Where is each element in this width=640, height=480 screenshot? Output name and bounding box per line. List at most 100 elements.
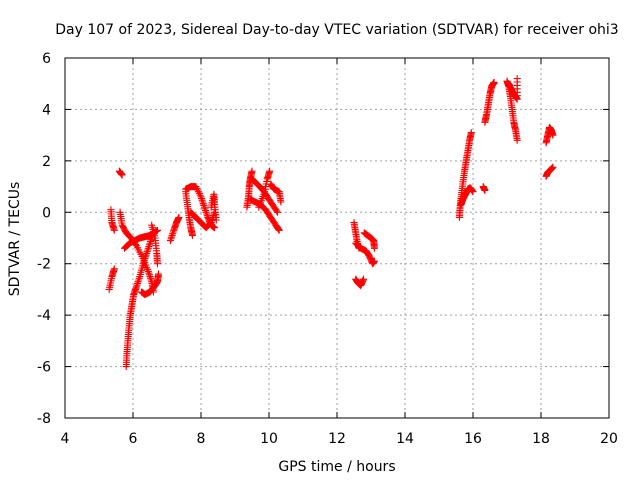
data-point — [110, 226, 118, 234]
data-point — [192, 183, 200, 191]
data-point — [144, 244, 152, 252]
data-point — [135, 276, 143, 284]
data-point — [467, 129, 475, 137]
data-point — [274, 208, 281, 216]
data-point — [481, 186, 489, 194]
y-tick-label: 0 — [42, 205, 51, 221]
data-point — [146, 273, 154, 281]
x-tick-label: 16 — [464, 431, 482, 447]
data-point — [135, 274, 143, 282]
data-point — [199, 200, 207, 208]
data-point — [144, 267, 152, 275]
data-point — [144, 246, 152, 254]
data-point — [143, 248, 151, 256]
data-point — [118, 171, 126, 179]
y-tick-label: -8 — [37, 411, 51, 427]
data-point — [469, 188, 477, 196]
data-point — [208, 215, 216, 223]
data-points — [105, 75, 557, 371]
data-point — [167, 235, 175, 243]
data-point — [175, 213, 183, 221]
x-tick-label: 8 — [197, 431, 206, 447]
data-point — [197, 193, 205, 201]
data-point — [549, 163, 557, 171]
y-tick-label: 6 — [42, 51, 51, 67]
x-tick-label: 10 — [260, 431, 278, 447]
data-point — [140, 256, 148, 264]
x-axis-label: GPS time / hours — [278, 459, 395, 475]
y-tick-label: -6 — [37, 360, 51, 376]
y-tick-labels: -8 -6 -4 -2 0 2 4 6 — [37, 51, 51, 427]
data-point — [370, 257, 378, 265]
y-tick-label: 4 — [42, 102, 51, 118]
y-tick-label: -2 — [37, 257, 51, 273]
data-point — [203, 210, 211, 218]
data-point — [152, 279, 160, 287]
data-point — [189, 231, 196, 239]
chart-title: Day 107 of 2023, Sidereal Day-to-day VTE… — [55, 22, 618, 38]
data-point — [139, 260, 147, 268]
data-point — [134, 279, 142, 287]
data-point — [169, 230, 177, 238]
data-point — [153, 260, 161, 268]
data-point — [277, 198, 285, 206]
data-point — [166, 237, 174, 245]
data-point — [364, 250, 372, 258]
data-point — [198, 195, 206, 203]
data-point — [141, 253, 149, 261]
data-point — [549, 131, 557, 139]
x-tick-labels: 4 6 8 10 12 14 16 18 20 — [61, 431, 618, 447]
data-point — [513, 75, 521, 83]
data-point — [200, 201, 208, 209]
data-point — [201, 205, 209, 213]
x-tick-label: 14 — [396, 431, 414, 447]
data-point — [266, 167, 274, 175]
y-axis-label: SDTVAR / TECUs — [7, 182, 23, 297]
data-point — [145, 241, 153, 249]
data-point — [142, 251, 150, 259]
data-point — [208, 217, 216, 225]
data-point — [360, 275, 368, 283]
data-point — [273, 207, 281, 215]
data-point — [202, 207, 210, 215]
data-point — [147, 276, 155, 284]
data-point — [274, 225, 282, 233]
y-tick-label: 2 — [42, 154, 51, 170]
data-point — [194, 188, 202, 196]
data-point — [513, 136, 521, 144]
x-tick-label: 12 — [328, 431, 346, 447]
data-point — [248, 167, 256, 175]
data-point — [132, 283, 140, 291]
data-point — [196, 191, 204, 199]
data-point — [147, 237, 155, 245]
y-tick-label: -4 — [37, 308, 51, 324]
data-point — [145, 269, 153, 277]
data-point — [198, 196, 206, 204]
data-point — [141, 255, 149, 263]
data-point — [193, 184, 201, 192]
data-point — [211, 224, 219, 232]
data-point — [169, 228, 177, 236]
data-point — [194, 186, 202, 194]
data-point — [275, 225, 283, 233]
data-point — [134, 278, 142, 286]
x-tick-label: 4 — [61, 431, 70, 447]
data-point — [140, 258, 148, 266]
data-point — [203, 212, 211, 220]
data-point — [199, 198, 207, 206]
data-point — [143, 249, 151, 257]
data-point — [155, 270, 162, 278]
data-point — [207, 219, 215, 227]
x-tick-label: 18 — [532, 431, 550, 447]
x-tick-label: 6 — [129, 431, 138, 447]
data-point — [145, 271, 153, 279]
data-point — [200, 203, 208, 211]
data-point — [370, 244, 378, 252]
data-point — [145, 243, 153, 251]
plot-frame — [64, 57, 610, 419]
data-point — [168, 233, 176, 241]
data-point — [275, 226, 283, 234]
data-point — [133, 281, 141, 289]
data-point — [195, 189, 203, 197]
